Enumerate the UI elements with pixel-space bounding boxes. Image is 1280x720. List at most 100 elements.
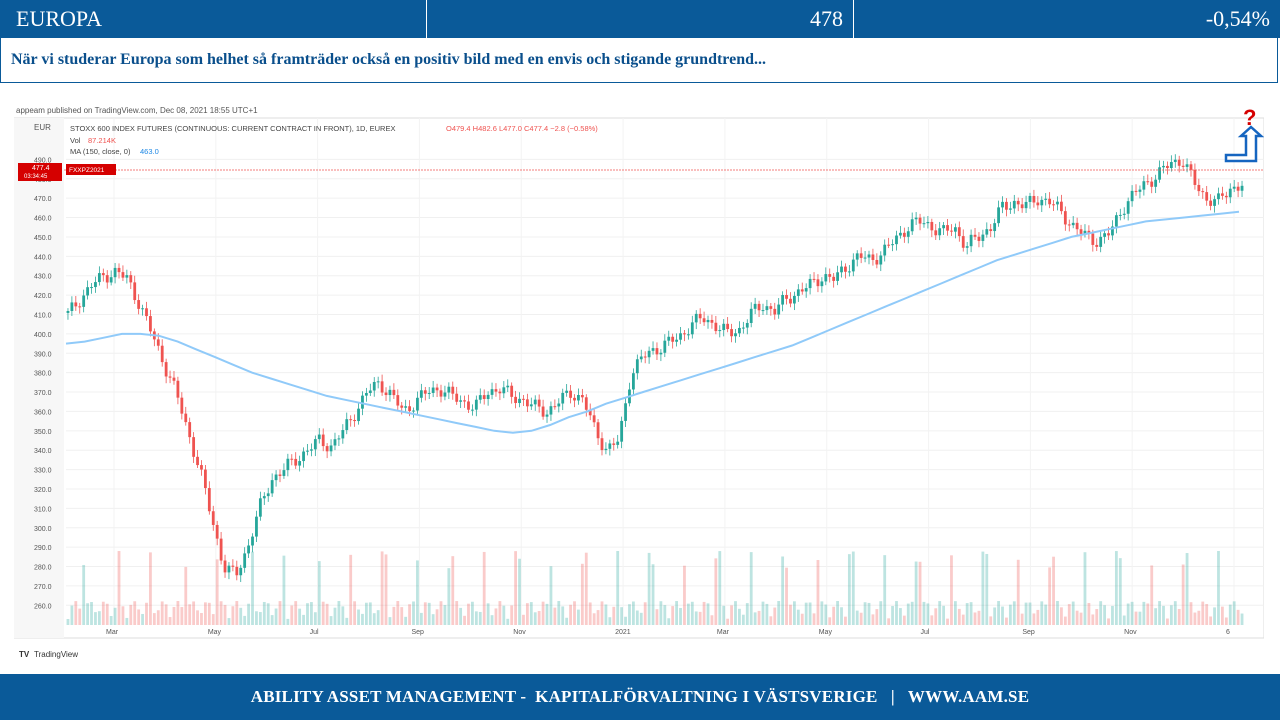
volume-bar: [1138, 611, 1142, 625]
volume-bar: [761, 601, 765, 625]
volume-bar: [1189, 602, 1193, 625]
volume-bar: [632, 601, 635, 625]
candle-body: [1060, 201, 1063, 212]
volume-bar: [109, 616, 113, 625]
candle-body: [557, 403, 561, 407]
volume-bar: [993, 607, 997, 625]
volume-bar: [1111, 605, 1114, 625]
candle-body: [372, 381, 376, 391]
volume-bar: [200, 613, 203, 625]
candle-body: [1236, 186, 1240, 191]
candle-body: [789, 298, 792, 304]
candle-body: [94, 282, 97, 288]
candle-body: [1001, 201, 1004, 208]
candle-body: [1138, 189, 1142, 192]
volume-bar: [490, 615, 494, 625]
candle-body: [463, 400, 466, 402]
volume-bar: [679, 607, 682, 625]
candle-body: [451, 386, 455, 394]
candle-body: [671, 336, 675, 342]
candle-body: [1114, 215, 1118, 227]
index-value: 478: [427, 0, 854, 38]
volume-bar: [66, 619, 70, 625]
volume-bar: [1001, 606, 1004, 625]
candle-body: [105, 275, 109, 283]
volume-bar: [1158, 601, 1161, 625]
volume-bar: [1154, 608, 1158, 625]
candle-body: [981, 234, 985, 241]
candle-body: [580, 394, 584, 398]
candle-body: [938, 228, 942, 236]
volume-bar: [196, 610, 199, 625]
candle-body: [616, 441, 620, 445]
volume-bar: [718, 551, 722, 625]
candle-body: [474, 399, 478, 410]
volume-bar: [773, 607, 777, 625]
volume-bar: [533, 612, 537, 625]
volume-bar: [942, 605, 946, 625]
candle-body: [333, 439, 337, 446]
volume-bar: [345, 617, 349, 625]
volume-bar: [863, 602, 867, 625]
candle-body: [184, 413, 188, 423]
volume-bar: [160, 601, 164, 625]
candle-body: [196, 456, 199, 466]
volume-bar: [211, 614, 215, 625]
volume-bar: [294, 601, 298, 625]
volume-bar: [847, 554, 851, 625]
legend-ma-value: 463.0: [140, 147, 159, 156]
candle-body: [804, 288, 808, 292]
candle-body: [1213, 199, 1216, 206]
candle-body: [258, 498, 262, 517]
published-text: appeam published on TradingView.com, Dec…: [16, 106, 258, 115]
volume-bar: [219, 601, 223, 625]
volume-bar: [1012, 601, 1016, 625]
candle-body: [930, 221, 934, 231]
volume-bar: [400, 607, 404, 625]
volume-bar: [1122, 615, 1126, 625]
volume-bar: [934, 608, 938, 625]
candle-body: [482, 395, 486, 399]
volume-bar: [769, 616, 773, 625]
candle-body: [922, 223, 926, 225]
volume-bar: [471, 601, 474, 625]
volume-bar: [506, 618, 510, 625]
volume-bar: [977, 610, 981, 625]
candle-body: [961, 236, 965, 248]
candle-body: [1150, 181, 1154, 187]
volume-bar: [832, 606, 836, 625]
volume-bar: [278, 601, 282, 625]
volume-bar: [580, 563, 584, 625]
volume-bar: [1099, 601, 1103, 625]
volume-bar: [1197, 610, 1201, 625]
volume-bar: [537, 611, 541, 625]
candle-body: [1095, 244, 1099, 247]
candle-body: [274, 474, 278, 481]
candle-body: [906, 231, 910, 237]
candle-body: [341, 430, 345, 439]
candle-body: [498, 391, 502, 394]
volume-bar: [423, 602, 427, 625]
candle-body: [1209, 200, 1213, 206]
candle-body: [243, 553, 247, 568]
volume-bar: [1020, 613, 1024, 625]
volume-bar: [844, 616, 847, 625]
candle-body: [1071, 222, 1075, 226]
volume-bar: [474, 611, 478, 625]
candle-body: [525, 399, 529, 407]
candle-body: [400, 405, 404, 408]
volume-bar: [388, 617, 392, 625]
volume-bar: [604, 604, 608, 625]
candle-body: [467, 401, 470, 410]
candle-body: [745, 322, 749, 328]
candle-body: [223, 560, 227, 573]
candle-body: [207, 488, 211, 512]
volume-bar: [887, 618, 891, 625]
candle-body: [926, 221, 930, 224]
subtitle-text: När vi studerar Europa som helhet så fra…: [11, 51, 767, 68]
volume-bar: [349, 554, 353, 625]
x-tick-label: 6: [1226, 629, 1230, 636]
candle-body: [160, 345, 164, 363]
volume-bar: [671, 606, 675, 625]
volume-bar: [1091, 614, 1095, 625]
